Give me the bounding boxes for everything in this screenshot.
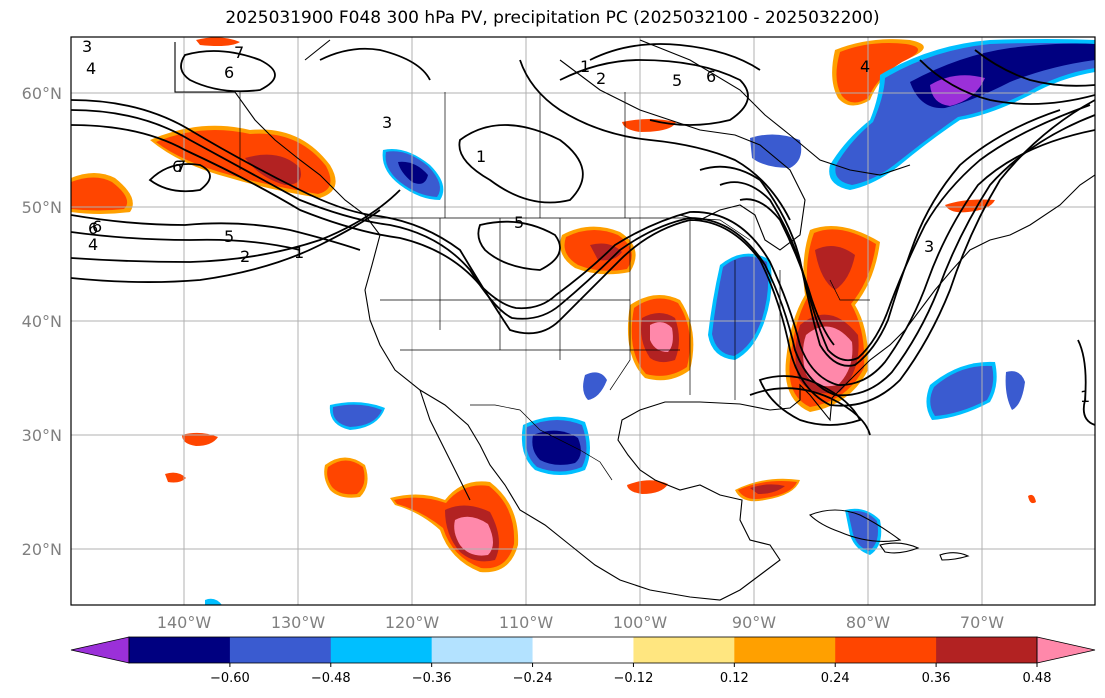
contour-label: 1 xyxy=(294,243,304,262)
colorbar-segment xyxy=(633,637,735,663)
map-frame xyxy=(70,36,1096,606)
lon-label-70w: 70°W xyxy=(960,613,1004,632)
colorbar-segment xyxy=(129,637,231,663)
contour-label: 7 xyxy=(176,157,186,176)
colorbar-tick-label: −0.48 xyxy=(311,671,351,686)
lat-label-60n: 60°N xyxy=(22,84,62,103)
graticule xyxy=(71,37,1095,605)
colorbar-segment xyxy=(229,637,332,663)
contour-label: 3 xyxy=(82,37,92,56)
contour-label: 6 xyxy=(92,217,102,236)
colorbar-tick-label: −0.36 xyxy=(412,671,452,686)
colorbar-segment xyxy=(532,637,634,663)
contour-label: 5 xyxy=(514,213,524,232)
contour-label: 6 xyxy=(88,219,98,238)
pv-contours xyxy=(71,43,1095,436)
colorbar-segment xyxy=(936,637,1038,663)
contour-label: 5 xyxy=(672,71,682,90)
longitude-labels: 140°W 130°W 120°W 110°W 100°W 90°W 80°W … xyxy=(157,613,1004,632)
contour-label: 5 xyxy=(224,227,234,246)
colorbar-outline xyxy=(128,636,1038,664)
contour-label: 3 xyxy=(924,237,934,256)
colorbar-tick-label: −0.24 xyxy=(513,671,553,686)
lon-label-130w: 130°W xyxy=(271,613,326,632)
colorbar-extension-low xyxy=(70,636,130,664)
colorbar-segment xyxy=(431,637,534,663)
political-borders xyxy=(239,92,870,481)
lat-label-20n: 20°N xyxy=(22,540,62,559)
coastlines xyxy=(174,39,1095,601)
contour-label: 4 xyxy=(86,59,96,78)
lon-label-140w: 140°W xyxy=(157,613,212,632)
contour-label: 6 xyxy=(706,67,716,86)
colorbar-tick-label: 0.12 xyxy=(720,671,749,686)
pv-contour-labels: 3 4 6 7 6 5 1 2 6 7 6 4 5 2 1 3 1 5 6 4 … xyxy=(82,37,1090,406)
lat-label-40n: 40°N xyxy=(22,312,62,331)
lon-label-80w: 80°W xyxy=(846,613,890,632)
contour-label: 3 xyxy=(382,113,392,132)
contour-label: 4 xyxy=(88,235,98,254)
colorbar: −0.60 −0.48 −0.36 −0.24 −0.12 0.12 0.24 0.36 0.4… xyxy=(70,636,1096,686)
latitude-labels: 60°N 50°N 40°N 30°N 20°N xyxy=(22,84,62,559)
contour-label: 7 xyxy=(234,43,244,62)
colorbar-tick-label: 0.24 xyxy=(821,671,850,686)
lon-label-90w: 90°W xyxy=(732,613,776,632)
contour-label: 4 xyxy=(860,57,870,76)
colorbar-segment xyxy=(734,637,836,663)
contour-label: 1 xyxy=(476,147,486,166)
contour-label: 2 xyxy=(240,247,250,266)
contour-label: 6 xyxy=(172,157,182,176)
precip-negative-areas xyxy=(205,39,1095,605)
lon-label-100w: 100°W xyxy=(613,613,668,632)
lon-label-110w: 110°W xyxy=(499,613,554,632)
colorbar-tick-label: −0.60 xyxy=(210,671,250,686)
contour-label: 6 xyxy=(224,63,234,82)
colorbar-segment xyxy=(330,637,433,663)
colorbar-segment xyxy=(835,637,937,663)
colorbar-extension-high xyxy=(1036,636,1096,664)
colorbar-tick-label: 0.36 xyxy=(922,671,951,686)
contour-label: 1 xyxy=(580,57,590,76)
contour-label: 1 xyxy=(1080,387,1090,406)
colorbar-tick-label: 0.48 xyxy=(1023,671,1052,686)
lat-label-30n: 30°N xyxy=(22,426,62,445)
lon-label-120w: 120°W xyxy=(385,613,440,632)
map-title: 2025031900 F048 300 hPa PV, precipitatio… xyxy=(225,8,880,28)
contour-label: 2 xyxy=(596,69,606,88)
colorbar-tick-label: −0.12 xyxy=(614,671,654,686)
lat-label-50n: 50°N xyxy=(22,198,62,217)
